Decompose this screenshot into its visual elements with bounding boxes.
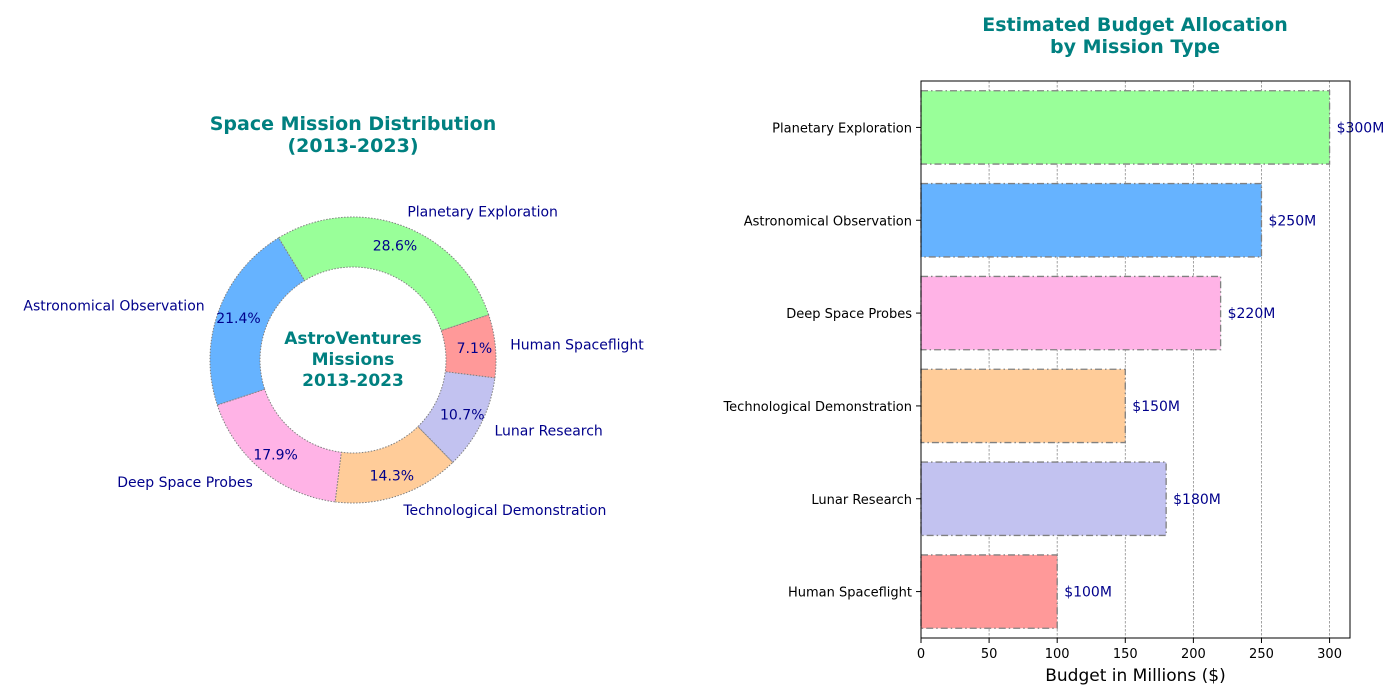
pie-title-line: (2013-2023) — [287, 135, 418, 157]
pie-pct-label: 7.1% — [457, 341, 493, 357]
bar — [920, 275, 1222, 351]
x-tick-label: 50 — [981, 647, 998, 662]
bar-value-label: $150M — [1132, 399, 1180, 415]
bar-value-label: $300M — [1337, 120, 1385, 136]
bar-value-label: $100M — [1064, 585, 1112, 601]
bar-value-label: $250M — [1268, 213, 1316, 229]
pie-center-text-line: 2013-2023 — [302, 371, 404, 391]
y-tick-label: Technological Demonstration — [722, 400, 912, 415]
y-tick-label: Lunar Research — [811, 493, 912, 508]
pie-title: Space Mission Distribution (2013-2023) — [210, 113, 496, 157]
x-tick-label: 200 — [1181, 647, 1206, 662]
x-tick-label: 150 — [1113, 647, 1138, 662]
y-tick-label: Planetary Exploration — [772, 121, 912, 136]
x-axis-label: Budget in Millions ($) — [1045, 666, 1226, 686]
y-tick-label: Deep Space Probes — [786, 307, 912, 322]
pie-center-text-line: AstroVentures — [284, 329, 422, 349]
bar-title: Estimated Budget Allocation by Mission Ty… — [982, 14, 1288, 58]
pie-slice — [209, 237, 306, 406]
pie-center-text: AstroVentures Missions 2013-2023 — [284, 329, 422, 391]
bar-value-label: $180M — [1173, 492, 1221, 508]
y-tick-label: Human Spaceflight — [788, 586, 912, 601]
pie-category-label: Deep Space Probes — [117, 475, 252, 491]
pie-category-label: Astronomical Observation — [23, 299, 204, 315]
x-tick-label: 0 — [917, 647, 925, 662]
x-tick-label: 250 — [1249, 647, 1274, 662]
bar — [920, 182, 1263, 258]
pie-slice — [216, 388, 342, 503]
pie-pct-label: 10.7% — [440, 407, 484, 423]
pie-pct-label: 21.4% — [216, 311, 260, 327]
pie-center-text-line: Missions — [312, 350, 395, 370]
x-tick-label: 100 — [1045, 647, 1070, 662]
pie-pct-label: 28.6% — [373, 238, 417, 254]
y-tick-label: Astronomical Observation — [744, 214, 912, 229]
bar-value-label: $220M — [1228, 306, 1276, 322]
bar-title-line: Estimated Budget Allocation — [982, 14, 1288, 36]
bar-title-line: by Mission Type — [1050, 36, 1220, 58]
plot-frame — [920, 80, 1351, 639]
pie-chart: Space Mission Distribution (2013-2023) 28.… — [23, 113, 644, 519]
pie-category-label: Planetary Exploration — [407, 205, 558, 221]
bar — [920, 554, 1058, 629]
bar — [920, 90, 1331, 165]
bar — [920, 461, 1167, 537]
pie-category-label: Human Spaceflight — [510, 338, 644, 354]
pie-slice — [334, 425, 454, 504]
pie-pct-label: 17.9% — [253, 447, 297, 463]
pie-category-label: Technological Demonstration — [402, 503, 606, 519]
pie-title-line: Space Mission Distribution — [210, 113, 496, 135]
pie-slice — [277, 216, 490, 332]
bar-chart: Estimated Budget Allocation by Mission Ty… — [722, 14, 1384, 686]
bar — [920, 368, 1126, 444]
x-tick-label: 300 — [1317, 647, 1342, 662]
pie-category-label: Lunar Research — [494, 423, 602, 439]
pie-pct-label: 14.3% — [370, 469, 414, 485]
pie-slice — [440, 314, 497, 379]
